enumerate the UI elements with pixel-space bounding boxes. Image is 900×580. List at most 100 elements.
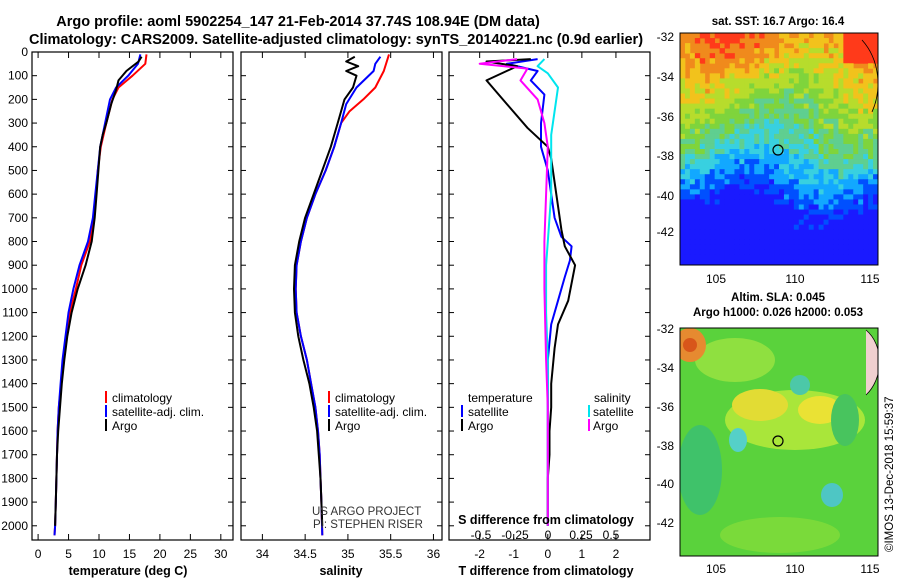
sla-blob xyxy=(729,428,747,452)
sst-cell xyxy=(803,68,810,74)
sst-cell xyxy=(808,184,815,190)
sst-cell xyxy=(739,214,745,221)
sst-map-frame xyxy=(679,32,879,266)
sst-cell xyxy=(843,73,849,79)
sst-cell xyxy=(873,48,878,54)
sst-cell xyxy=(759,128,765,135)
sst-cell xyxy=(709,93,716,99)
sst-cell xyxy=(803,78,810,84)
sst-cell xyxy=(729,78,735,84)
sst-cell xyxy=(838,169,844,175)
lon-tick: 110 xyxy=(785,272,804,286)
sst-cell xyxy=(848,239,854,246)
sst-cell xyxy=(739,113,745,120)
sst-cell xyxy=(719,169,725,175)
sst-cell xyxy=(868,58,874,64)
sst-cell xyxy=(774,214,780,221)
sst-cell xyxy=(704,239,711,246)
sst-cell xyxy=(868,88,874,94)
sst-cell xyxy=(858,108,864,115)
sst-cell xyxy=(853,83,859,89)
sst-cell xyxy=(868,53,874,59)
sst-cell xyxy=(863,149,869,155)
sst-cell xyxy=(704,159,711,165)
sst-cell xyxy=(788,113,795,120)
sst-cell xyxy=(823,138,829,145)
sst-cell xyxy=(803,239,810,246)
sst-cell xyxy=(714,93,720,99)
sst-cell xyxy=(744,219,750,226)
sst-cell xyxy=(734,133,740,140)
sst-cell xyxy=(863,138,869,145)
sst-cell xyxy=(699,254,706,261)
sst-cell xyxy=(798,154,805,160)
sst-cell xyxy=(828,93,834,99)
sst-cell xyxy=(684,108,691,115)
lat-tick: -38 xyxy=(657,439,675,453)
sst-cell xyxy=(769,143,775,150)
sst-cell xyxy=(838,133,844,140)
sst-cell xyxy=(798,83,805,89)
sst-cell xyxy=(744,88,750,94)
sst-cell xyxy=(759,234,765,241)
sst-cell xyxy=(863,123,869,130)
sst-cell xyxy=(714,249,720,256)
sst-cell xyxy=(783,123,790,130)
sst-cell xyxy=(744,199,750,205)
sst-cell xyxy=(739,169,745,175)
sst-cell xyxy=(684,138,691,145)
sst-cell xyxy=(729,154,735,160)
sst-cell xyxy=(759,209,765,215)
sst-cell xyxy=(833,154,839,160)
legend-swatch-satellite xyxy=(105,405,107,417)
sst-cell xyxy=(739,154,745,160)
sst-cell xyxy=(783,143,790,150)
sst-cell xyxy=(793,78,800,84)
sst-cell xyxy=(818,179,824,185)
sst-cell xyxy=(798,98,805,105)
sst-cell xyxy=(823,149,829,155)
sst-cell xyxy=(843,83,849,89)
sst-cell xyxy=(788,249,795,256)
sst-cell xyxy=(769,128,775,135)
sst-cell xyxy=(734,224,740,231)
sst-cell xyxy=(774,219,780,226)
sst-cell xyxy=(853,123,859,130)
lat-tick: -40 xyxy=(657,477,675,491)
sst-cell xyxy=(788,123,795,130)
sst-cell xyxy=(694,118,701,125)
sst-cell xyxy=(769,159,775,165)
sst-cell xyxy=(749,133,755,140)
sst-cell xyxy=(858,199,864,205)
sst-cell xyxy=(798,133,805,140)
sst-cell xyxy=(843,249,849,256)
sst-cell xyxy=(783,184,790,190)
sst-cell xyxy=(684,244,691,251)
sst-cell xyxy=(724,138,730,145)
sst-cell xyxy=(798,189,805,195)
sst-cell xyxy=(684,118,691,125)
sst-cell xyxy=(793,244,800,251)
sst-cell xyxy=(704,179,711,185)
sst-cell xyxy=(788,234,795,241)
sst-cell xyxy=(774,184,780,190)
sst-cell xyxy=(793,239,800,246)
sst-cell xyxy=(853,199,859,205)
sst-cell xyxy=(684,219,691,226)
sst-cell xyxy=(769,244,775,251)
sst-cell xyxy=(680,108,686,115)
sst-cell xyxy=(873,154,878,160)
sst-cell xyxy=(734,209,740,215)
sst-cell xyxy=(680,169,686,175)
sst-cell xyxy=(833,108,839,115)
sst-cell xyxy=(769,83,775,89)
sst-cell xyxy=(853,209,859,215)
sst-cell xyxy=(689,189,696,195)
sst-cell xyxy=(838,58,844,64)
sst-cell xyxy=(739,174,745,180)
sst-cell xyxy=(833,159,839,165)
pi-annotation: PI: STEPHEN RISER xyxy=(313,519,423,531)
sst-cell xyxy=(838,103,844,110)
imos-credit: ©IMOS 13-Dec-2018 15:59:37 xyxy=(884,396,896,552)
sst-cell xyxy=(853,113,859,120)
